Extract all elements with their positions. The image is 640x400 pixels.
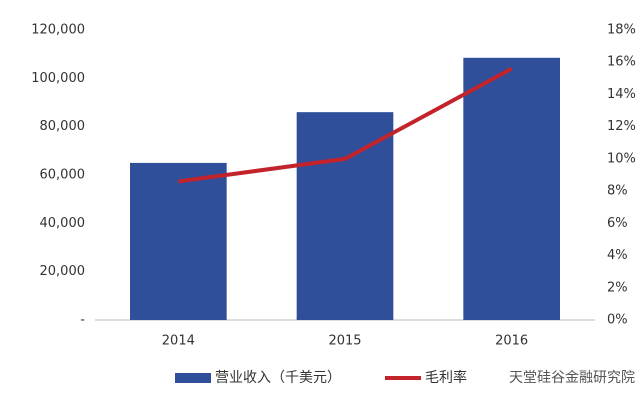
y2-tick-label: 8% [607,184,628,199]
watermark: 天堂硅谷金融研究院 [509,370,635,386]
y-tick-label: 120,000 [31,23,85,38]
legend-label: 营业收入（千美元） [215,370,341,386]
y2-tick-label: 12% [607,119,636,134]
y2-tick-label: 0% [607,313,628,328]
y2-tick-label: 10% [607,151,636,166]
y2-tick-label: 4% [607,248,628,263]
legend-swatch [175,373,211,383]
bar [463,57,560,321]
y-tick-label: 100,000 [31,71,85,86]
line [178,66,513,184]
y2-tick-label: 2% [607,280,628,295]
x-tick-label: 2016 [495,334,528,349]
y-tick-label: 80,000 [40,119,86,134]
y2-tick-label: 18% [607,23,636,38]
bar [296,112,394,321]
x-tick-label: 2014 [162,334,195,349]
y-tick-label: 20,000 [40,264,86,279]
y2-tick-label: 14% [607,87,636,102]
y-tick-label: 60,000 [40,168,86,183]
x-tick-label: 2015 [328,334,361,349]
y-tick-label: - [80,313,85,328]
y-tick-label: 40,000 [40,216,86,231]
legend-label: 毛利率 [425,369,467,386]
y2-tick-label: 16% [607,55,636,70]
y2-tick-label: 6% [607,216,628,231]
bar [130,162,227,320]
